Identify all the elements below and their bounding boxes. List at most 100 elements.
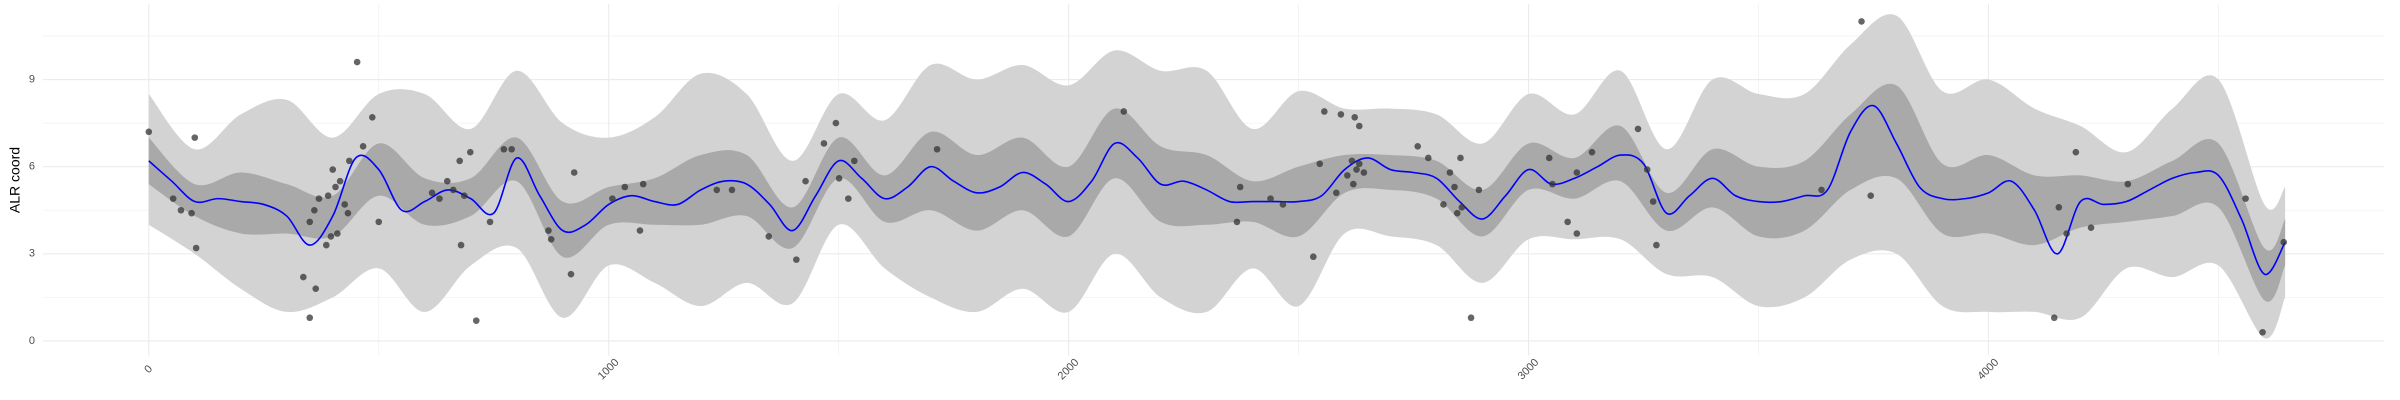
data-point	[1267, 195, 1274, 202]
data-point	[2063, 230, 2070, 237]
data-point	[341, 201, 349, 208]
data-point	[845, 195, 852, 202]
data-point	[1634, 125, 1642, 133]
data-point	[1549, 180, 1556, 188]
data-point	[315, 195, 323, 202]
data-point	[323, 241, 330, 249]
data-point	[1588, 148, 1596, 156]
data-point	[2087, 224, 2095, 231]
data-point	[1818, 186, 1825, 194]
data-point	[369, 113, 376, 121]
data-point	[329, 166, 337, 173]
y-axis-label: ALR coord	[7, 147, 23, 213]
data-point	[460, 192, 468, 200]
data-point	[2050, 314, 2058, 322]
data-point	[639, 180, 647, 188]
data-point	[443, 177, 451, 185]
data-point	[1353, 166, 1360, 173]
data-point	[188, 209, 195, 217]
data-point	[545, 227, 552, 234]
data-point	[145, 128, 153, 136]
data-point	[1337, 111, 1345, 118]
data-point	[835, 174, 843, 182]
data-point	[436, 195, 443, 202]
x-tick-label: 3000	[1516, 357, 1542, 383]
data-point	[802, 177, 809, 185]
data-point	[177, 206, 185, 214]
data-point	[1350, 180, 1357, 188]
data-point	[1236, 183, 1244, 191]
data-point	[457, 241, 465, 249]
data-point	[359, 143, 367, 150]
data-point	[1858, 18, 1865, 25]
data-point	[1348, 157, 1356, 165]
data-point	[2072, 148, 2080, 156]
data-point	[2280, 238, 2288, 246]
data-point	[1867, 192, 1875, 200]
data-point	[1446, 169, 1454, 176]
data-point	[311, 206, 318, 214]
data-point	[547, 236, 555, 243]
data-point	[472, 317, 480, 324]
credible-band	[148, 83, 2286, 302]
data-point	[1233, 218, 1241, 226]
data-point	[1475, 186, 1483, 194]
x-tick-label: 1000	[596, 357, 622, 383]
x-tick-label: 4000	[1976, 357, 2002, 383]
data-point	[508, 145, 515, 153]
data-point	[1310, 253, 1317, 261]
data-point	[334, 230, 341, 237]
data-point	[2242, 195, 2249, 202]
data-point	[1414, 143, 1422, 150]
data-point	[1649, 198, 1657, 205]
data-point	[306, 218, 314, 226]
data-point	[192, 244, 200, 252]
data-point	[428, 189, 436, 197]
data-point	[486, 218, 494, 226]
data-point	[1355, 122, 1363, 130]
data-point	[933, 145, 941, 153]
data-point	[324, 192, 332, 200]
data-point	[1355, 160, 1363, 168]
data-point	[1643, 166, 1651, 173]
data-point	[1440, 201, 1447, 208]
x-tick-label: 0	[142, 363, 155, 376]
data-point	[312, 285, 320, 292]
data-point	[466, 148, 474, 156]
data-point	[344, 209, 352, 217]
y-tick-label: 6	[29, 161, 35, 173]
data-point	[191, 134, 199, 141]
mean-line	[148, 104, 2286, 275]
data-point	[1573, 230, 1581, 237]
data-point	[1279, 201, 1287, 208]
data-point	[832, 119, 840, 127]
data-point	[500, 145, 508, 153]
data-point	[1457, 154, 1464, 162]
data-point	[851, 157, 858, 165]
data-point	[300, 273, 307, 281]
data-point	[1573, 169, 1581, 176]
data-point	[621, 183, 629, 191]
data-point	[820, 140, 828, 147]
data-point	[2055, 204, 2063, 211]
data-point	[2259, 328, 2266, 336]
data-point	[765, 233, 773, 240]
data-point	[713, 186, 721, 194]
data-point	[449, 186, 457, 194]
data-point	[636, 227, 644, 234]
data-point	[1332, 189, 1340, 197]
data-point	[353, 58, 361, 66]
y-tick-label: 0	[29, 335, 35, 347]
data-point	[1453, 209, 1461, 217]
y-tick-label: 3	[29, 248, 35, 260]
data-point	[306, 314, 314, 322]
data-point	[1120, 108, 1128, 115]
data-point	[456, 157, 463, 165]
data-point	[346, 157, 353, 165]
data-point	[1545, 154, 1553, 162]
x-tick-label: 2000	[1056, 357, 1082, 383]
data-point	[728, 186, 736, 194]
y-tick-label: 9	[29, 73, 35, 85]
